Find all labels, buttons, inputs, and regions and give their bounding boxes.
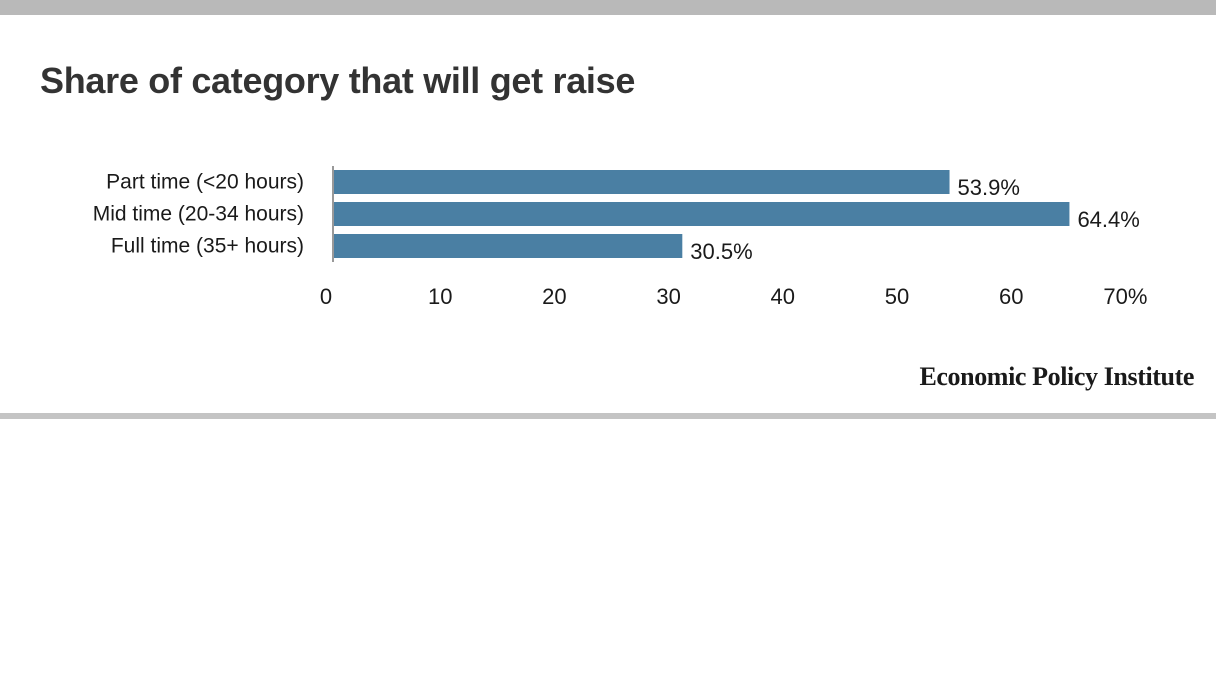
category-label: Mid time (20-34 hours)	[93, 203, 304, 226]
x-tick-label: 60	[999, 284, 1023, 309]
x-tick-label: 40	[771, 284, 795, 309]
value-label: 30.5%	[690, 239, 752, 264]
x-tick-label: 20	[542, 284, 566, 309]
category-label: Full time (35+ hours)	[111, 235, 304, 258]
x-tick-label: 50	[885, 284, 909, 309]
value-label: 53.9%	[958, 175, 1020, 200]
x-tick-label: 0	[320, 284, 332, 309]
source-logo: Economic Policy Institute	[919, 362, 1194, 391]
bottom-border	[0, 413, 1216, 419]
chart-title: Share of category that will get raise	[40, 60, 636, 101]
bar	[334, 234, 683, 258]
x-tick-label: 10	[428, 284, 452, 309]
top-border	[0, 0, 1216, 15]
bar-chart: Part time (<20 hours) 53.9% Mid time (20-3…	[93, 166, 1147, 309]
bar	[334, 170, 950, 194]
x-tick-label: 70%	[1103, 284, 1147, 309]
bar	[334, 202, 1070, 226]
x-tick-label: 30	[656, 284, 680, 309]
value-label: 64.4%	[1077, 207, 1139, 232]
category-label: Part time (<20 hours)	[106, 171, 304, 194]
